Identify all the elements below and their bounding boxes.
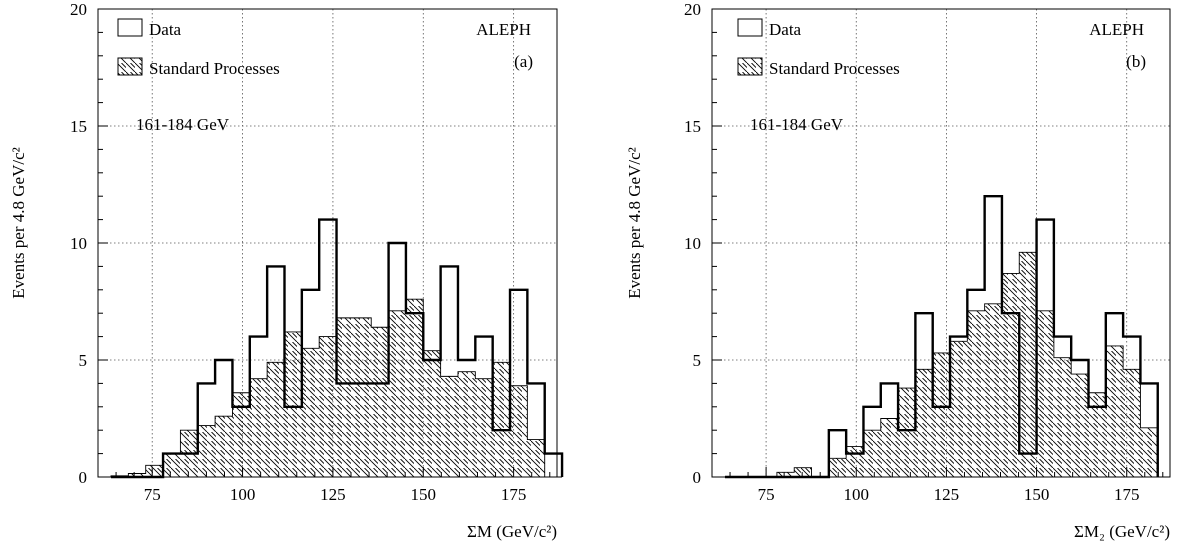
y-tick-label: 5 xyxy=(79,351,88,370)
standard-processes-bin xyxy=(1088,392,1106,477)
x-tick-label: 150 xyxy=(411,485,437,504)
x-tick-label: 75 xyxy=(144,485,161,504)
standard-processes-bin xyxy=(215,416,233,477)
panel-label: (b) xyxy=(1126,52,1146,71)
standard-processes-histogram xyxy=(724,251,1159,478)
standard-processes-bin xyxy=(249,378,268,477)
data-histogram xyxy=(111,218,564,479)
standard-processes-bin xyxy=(510,385,528,477)
x-tick-label: 175 xyxy=(1114,485,1140,504)
tick-labels: 75 100 125 150 175 0 5 10 15 20 xyxy=(70,0,526,504)
data-outline xyxy=(111,218,564,479)
standard-processes-bin xyxy=(932,352,951,477)
experiment-label: ALEPH xyxy=(476,20,531,39)
data-histogram xyxy=(724,195,1159,479)
legend-label-data: Data xyxy=(149,20,182,39)
standard-processes-bin xyxy=(915,369,933,477)
standard-processes-bin xyxy=(794,467,812,477)
standard-processes-bin xyxy=(880,418,899,477)
standard-processes-bin xyxy=(776,472,795,477)
standard-processes-bin xyxy=(828,458,847,477)
standard-processes-bin xyxy=(950,341,968,477)
legend-label-standard: Standard Processes xyxy=(149,59,280,78)
legend-label-data: Data xyxy=(769,20,802,39)
standard-processes-bin xyxy=(1036,310,1054,477)
standard-processes-bin xyxy=(301,348,320,477)
data-outline xyxy=(724,195,1159,479)
standard-processes-bin xyxy=(1123,369,1141,477)
legend: Data Standard Processes xyxy=(737,18,900,78)
axis-ticks xyxy=(711,8,1164,478)
legend-label-standard: Standard Processes xyxy=(769,59,900,78)
standard-processes-bin xyxy=(440,376,458,477)
legend-swatch-data xyxy=(737,18,763,37)
standard-processes-bin xyxy=(863,430,881,477)
legend-swatch-standard xyxy=(117,57,143,76)
x-tick-label: 75 xyxy=(758,485,775,504)
x-tick-label: 100 xyxy=(844,485,870,504)
standard-processes-bin xyxy=(145,465,164,477)
standard-processes-bin xyxy=(405,299,424,477)
x-axis-label: ΣM (GeV/c²) xyxy=(467,522,557,541)
standard-processes-bin xyxy=(1105,345,1124,477)
standard-processes-bin xyxy=(1001,273,1020,477)
x-tick-label: 125 xyxy=(934,485,960,504)
y-tick-label: 0 xyxy=(693,468,702,487)
standard-processes-bin xyxy=(898,388,916,477)
standard-processes-bin xyxy=(319,336,337,477)
x-tick-label: 150 xyxy=(1024,485,1050,504)
standard-processes-bin xyxy=(371,327,389,477)
chart-panel-b: 75 100 125 150 175 0 5 10 15 20 Events per 4.8 Ge… xyxy=(625,0,1171,541)
standard-processes-bin xyxy=(475,378,493,477)
standard-processes-bin xyxy=(388,310,406,477)
standard-processes-outline xyxy=(110,298,563,478)
panel-label: (a) xyxy=(514,52,533,71)
chart-panel-a: 75 100 125 150 175 0 5 10 15 20 Events per 4.8 Ge… xyxy=(9,0,564,541)
standard-processes-bin xyxy=(967,310,985,477)
legend: Data Standard Processes xyxy=(117,18,280,78)
y-tick-label: 15 xyxy=(684,117,701,136)
legend-swatch-standard xyxy=(737,57,763,76)
standard-processes-bin xyxy=(128,473,146,477)
standard-processes-histogram xyxy=(110,298,563,478)
y-axis-label: Events per 4.8 GeV/c² xyxy=(9,147,28,298)
standard-processes-bin xyxy=(527,439,545,477)
standard-processes-bin xyxy=(267,362,285,477)
tick-labels: 75 100 125 150 175 0 5 10 15 20 xyxy=(684,0,1139,504)
x-tick-label: 100 xyxy=(230,485,256,504)
standard-processes-bin xyxy=(492,362,511,477)
y-tick-label: 15 xyxy=(70,117,87,136)
y-tick-label: 20 xyxy=(70,0,87,19)
experiment-label: ALEPH xyxy=(1089,20,1144,39)
standard-processes-bin xyxy=(197,425,216,477)
standard-processes-bin xyxy=(1071,374,1089,477)
standard-processes-bin xyxy=(353,317,372,477)
x-tick-label: 175 xyxy=(501,485,527,504)
axis-ticks xyxy=(97,8,551,478)
standard-processes-bin xyxy=(423,350,441,477)
standard-processes-bin xyxy=(1019,252,1037,477)
standard-processes-bin xyxy=(163,453,181,477)
standard-processes-bin xyxy=(336,317,354,477)
y-axis-label: Events per 4.8 GeV/c² xyxy=(625,147,644,298)
x-tick-label: 125 xyxy=(320,485,346,504)
standard-processes-bin xyxy=(1140,427,1158,477)
standard-processes-bin xyxy=(284,331,302,477)
energy-label: 161-184 GeV xyxy=(136,115,230,134)
y-tick-label: 5 xyxy=(693,351,702,370)
y-tick-label: 10 xyxy=(70,234,87,253)
standard-processes-bin xyxy=(984,303,1002,477)
standard-processes-bin xyxy=(232,392,250,477)
standard-processes-bin xyxy=(1053,357,1072,477)
y-tick-label: 0 xyxy=(79,468,88,487)
y-tick-label: 20 xyxy=(684,0,701,19)
standard-processes-bin xyxy=(846,446,864,477)
x-axis-label: ΣM₂ (GeV/c²) xyxy=(1074,522,1170,541)
standard-processes-bin xyxy=(457,371,476,477)
energy-label: 161-184 GeV xyxy=(750,115,844,134)
y-tick-label: 10 xyxy=(684,234,701,253)
legend-swatch-data xyxy=(117,18,143,37)
